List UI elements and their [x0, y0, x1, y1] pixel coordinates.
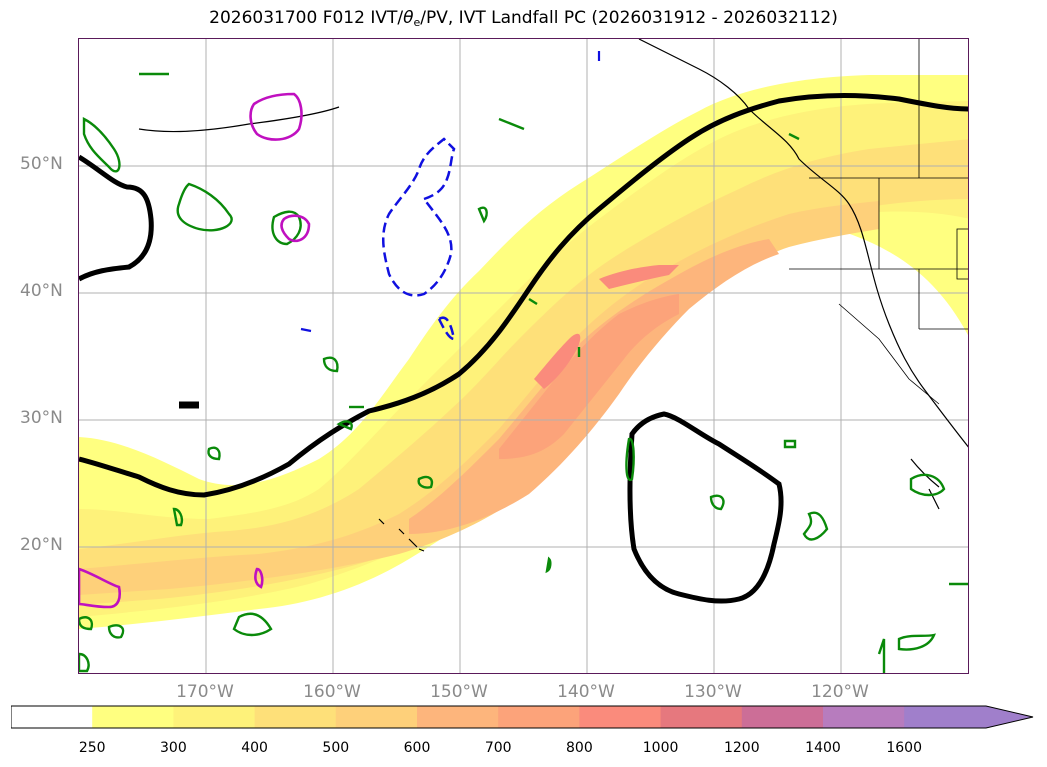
colorbar-tick-label: 1200 [723, 740, 760, 756]
colorbar-tick-label: 1600 [886, 740, 922, 756]
colorbar-tick-label: 700 [484, 740, 512, 756]
ivt-band-800 [534, 333, 581, 389]
lon-label-140w: 140°W [557, 682, 615, 702]
colorbar-tick-label: 400 [241, 740, 268, 756]
black-contours [79, 92, 968, 604]
lat-label-40n: 40°N [20, 281, 63, 301]
colorbar-tick-label: 800 [566, 740, 593, 756]
colorbar-segment [254, 706, 337, 728]
colorbar-tick-label: 300 [160, 740, 187, 756]
colorbar [11, 705, 1034, 729]
colorbar-segments [11, 706, 1033, 728]
colorbar-outline [11, 705, 1034, 729]
lon-label-130w: 130°W [684, 682, 742, 702]
lon-label-160w: 160°W [303, 682, 361, 702]
colorbar-segment [904, 706, 1033, 728]
map-canvas [79, 39, 968, 673]
colorbar-segment [92, 706, 174, 728]
blue-dashed-contour [382, 137, 456, 341]
ivt-band-400 [79, 139, 968, 605]
colorbar-segment [823, 706, 905, 728]
colorbar-tick-label: 500 [322, 740, 350, 756]
colorbar-segment [11, 706, 93, 728]
colorbar-segment [417, 706, 499, 728]
map-title: 2026031700 F012 IVT/θe/PV, IVT Landfall … [209, 8, 838, 29]
colorbar-segment [335, 706, 418, 728]
colorbar-segment [660, 706, 743, 728]
colorbar-segment [579, 706, 662, 728]
map-panel[interactable] [78, 38, 969, 674]
lat-label-20n: 20°N [20, 535, 63, 555]
ivt-band-700 [499, 294, 679, 459]
colorbar-segment [173, 706, 256, 728]
lat-label-50n: 50°N [20, 154, 63, 174]
colorbar-tick-label: 1000 [642, 740, 679, 756]
magenta-contours [79, 92, 311, 609]
lon-label-120w: 120°W [811, 682, 869, 702]
colorbar-segment [741, 706, 824, 728]
lat-label-30n: 30°N [20, 408, 63, 428]
borders [789, 39, 968, 405]
ivt-shading [79, 75, 968, 629]
lon-label-170w: 170°W [176, 682, 234, 702]
green-contours [79, 72, 968, 673]
ivt-band-800b [599, 265, 679, 289]
colorbar-tick-label: 600 [403, 740, 431, 756]
coastlines [138, 39, 968, 552]
colorbar-tick-label: 1400 [805, 740, 841, 756]
colorbar-tick-label: 250 [78, 740, 106, 756]
blue-contour [300, 51, 601, 333]
colorbar-segment [498, 706, 580, 728]
lon-label-150w: 150°W [430, 682, 488, 702]
